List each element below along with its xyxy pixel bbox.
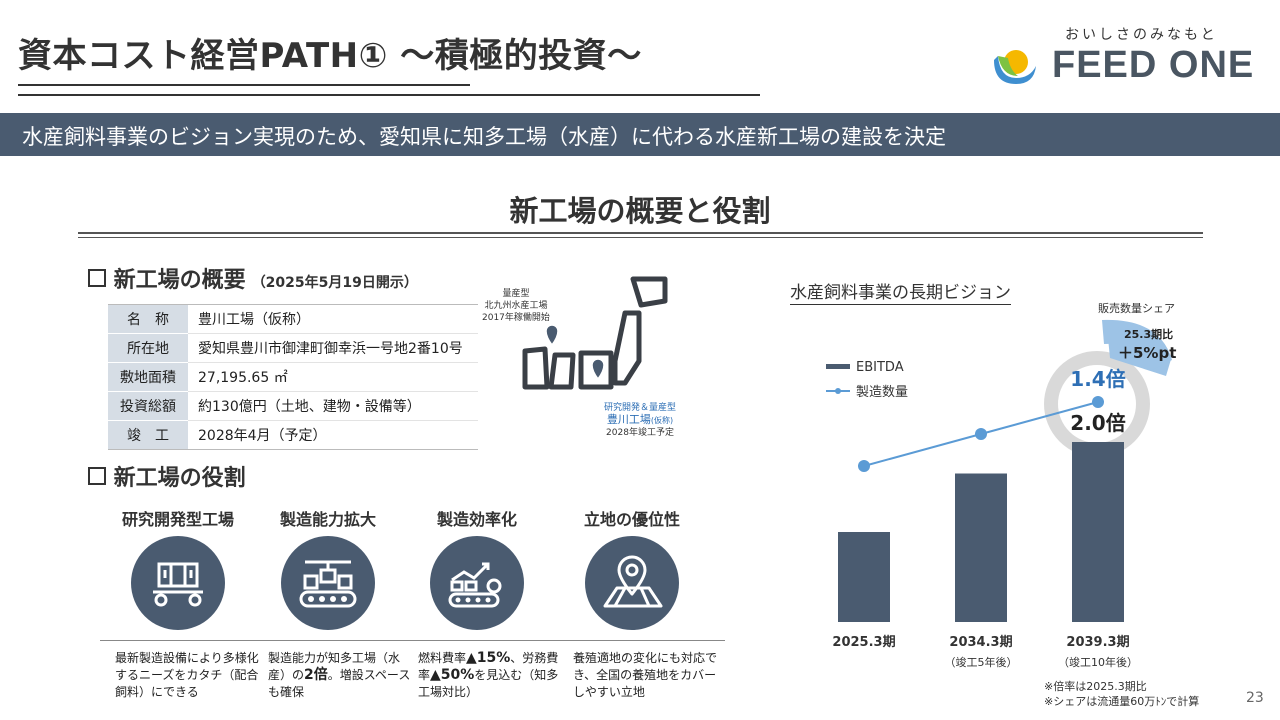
map-pin-toyokawa [591,358,605,381]
x-tick-sublabel-2: （竣工10年後） [1058,655,1138,669]
share-label: 販売数量シェア [1098,302,1175,315]
share-badge-line2: ＋5%pt [1118,344,1176,362]
table-row: 名 称豊川工場（仮称） [108,304,478,334]
title-underline-secondary [18,94,760,96]
table-key: 竣 工 [108,420,188,450]
x-axis-labels: 2025.3期 2034.3期 （竣工5年後） 2039.3期 （竣工10年後） [832,635,1138,669]
vision-title: 水産飼料事業の長期ビジョン [790,278,1011,305]
section-heading: 新工場の概要と役割 [509,194,771,228]
banner-text: 水産飼料事業のビジョン実現のため、愛知県に知多工場（水産）に代わる水産新工場の建… [22,125,946,149]
map-label-kitakyushu: 量産型 北九州水産工場 2017年稼働開始 [482,289,550,323]
checkbox-square-icon [88,467,106,485]
role-title-rnd: 研究開発型工場 [121,510,234,529]
role-title-capacity: 製造能力拡大 [279,510,376,529]
feed-one-logo-icon [994,50,1036,84]
table-row: 投資総額 約130億円（土地、建物・設備等） [108,391,478,421]
table-value: 約130億円（土地、建物・設備等） [188,391,478,421]
table-row: 敷地面積 27,195.65 ㎡ [108,362,478,392]
roles-divider [100,640,725,641]
japan-map-icon [522,276,668,390]
legend-label-quantity: 製造数量 [856,385,908,400]
checkbox-square-icon [88,269,106,287]
map-pin-kitakyushu [545,324,559,347]
section-divider-thin [78,237,1203,238]
legend-label-ebitda: EBITDA [856,360,904,375]
roles-heading: 新工場の役割 [88,460,246,492]
table-value: 2028年4月（予定） [188,420,478,450]
table-value: 愛知県豊川市御津町御幸浜一号地2番10号 [188,333,478,363]
section-divider [78,232,1203,234]
x-tick-label-0: 2025.3期 [832,635,895,650]
role-desc-efficiency: 燃料費率▲15%、労務費率▲50%を見込む（知多工場対比） [418,650,559,699]
table-row: 所在地 愛知県豊川市御津町御幸浜一号地2番10号 [108,333,478,363]
table-row: 竣 工 2028年4月（予定） [108,420,478,450]
bar-series-ebitda [838,442,1124,622]
bar-ebitda-1 [955,473,1007,622]
logo-tagline: おいしさのみなもと [1065,27,1218,43]
point-quantity-0 [858,460,870,472]
map-label-toyokawa: 研究開発＆量産型 豊川工場(仮称) 2028年竣工予定 [604,403,677,438]
table-value: 27,195.65 ㎡ [188,362,478,392]
lab-equipment-icon [131,536,225,630]
data-label-ebitda: 2.0倍 [1070,411,1125,435]
table-key: 敷地面積 [108,362,188,392]
role-title-location: 立地の優位性 [583,510,680,529]
point-quantity-1 [975,428,987,440]
logo-wordmark: FEED ONE [1052,44,1255,86]
overview-heading-text: 新工場の概要 [113,268,246,293]
title-underline [18,84,470,86]
table-key: 所在地 [108,333,188,363]
table-key: 名 称 [108,304,188,334]
conveyor-crane-icon [281,536,375,630]
x-tick-sublabel-1: （竣工5年後） [945,655,1018,669]
footnote-ratio: ※倍率は2025.3期比 [1044,680,1147,693]
point-quantity-2 [1092,396,1104,408]
efficiency-gear-icon [430,536,524,630]
role-title-efficiency: 製造効率化 [436,510,517,529]
x-tick-label-1: 2034.3期 [949,635,1012,650]
overview-date: （2025年5月19日開示） [251,275,418,291]
banner [0,113,1280,156]
legend-swatch-ebitda [826,364,850,369]
page-title: 資本コスト経営PATH① ～積極的投資～ [18,36,642,76]
table-key: 投資総額 [108,391,188,421]
role-desc-location: 養殖適地の変化にも対応でき、全国の養殖地をカバーしやすい立地 [573,651,718,699]
bar-ebitda-0 [838,532,890,622]
overview-table: 名 称豊川工場（仮称） 所在地 愛知県豊川市御津町御幸浜一号地2番10号 敷地面積… [108,304,478,450]
bar-ebitda-2 [1072,442,1124,622]
role-desc-capacity: 製造能力が知多工場（水産）の2倍。増設スペースも確保 [268,651,411,699]
overview-heading: 新工場の概要 （2025年5月19日開示） [88,262,418,294]
map-pin-icon [585,536,679,630]
table-value: 豊川工場（仮称） [188,304,478,334]
share-badge-line1: 25.3期比 [1124,327,1173,341]
footnote-share: ※シェアは流通量60万ﾄﾝで計算 [1044,695,1200,708]
data-label-quantity: 1.4倍 [1070,367,1125,391]
chart-legend: EBITDA 製造数量 [826,360,908,400]
vision-chart: 販売数量シェア 25.3期比 ＋5%pt EBITDA 製造数量 2025.3期… [826,302,1176,669]
line-series-quantity [858,396,1104,472]
page-number: 23 [1246,690,1264,706]
x-tick-label-2: 2039.3期 [1066,635,1129,650]
role-desc-rnd: 最新製造設備により多様化するニーズをカタチ（配合飼料）にできる [115,651,259,699]
